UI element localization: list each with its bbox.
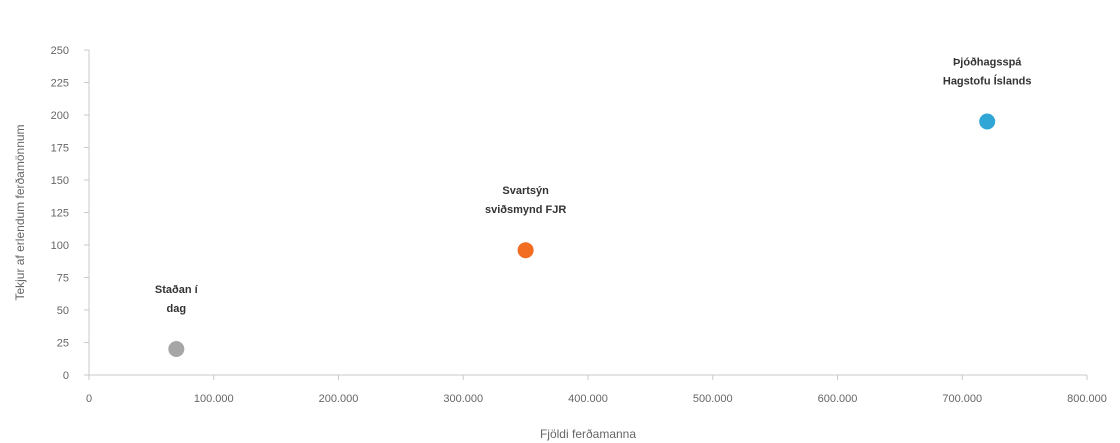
- y-tick-label: 150: [51, 175, 69, 187]
- data-points: Staðan í dag Svartsýn sviðsmynd FJR Þjóðhags…: [155, 57, 1032, 357]
- x-axis: 0 100.000 200.000 300.000 400.000 500.000 600.…: [86, 374, 1107, 405]
- data-point: [168, 341, 185, 357]
- x-tick-label: 600.000: [818, 393, 858, 405]
- data-label: Hagstofu Íslands: [943, 75, 1032, 88]
- x-tick-label: 200.000: [319, 393, 359, 405]
- data-label: dag: [167, 303, 187, 315]
- x-tick-label: 0: [86, 393, 92, 405]
- y-axis-title: Tekjur af erlendum ferðamönnum: [13, 124, 27, 300]
- data-point: [517, 242, 534, 259]
- y-tick-label: 125: [51, 208, 69, 220]
- y-tick-label: 25: [57, 338, 69, 350]
- data-label: Þjóðhagsspá: [953, 57, 1022, 69]
- y-axis: 0 25 50 75 100 125 150 175 200 225 250: [51, 45, 90, 382]
- x-tick-label: 400.000: [568, 393, 608, 405]
- y-tick-label: 100: [51, 240, 69, 252]
- x-tick-label: 500.000: [693, 393, 733, 405]
- y-tick-label: 250: [51, 45, 69, 57]
- x-tick-label: 100.000: [194, 393, 234, 405]
- y-tick-label: 200: [51, 110, 69, 122]
- y-tick-label: 175: [51, 143, 69, 155]
- y-tick-label: 75: [57, 273, 69, 285]
- data-label: sviðsmynd FJR: [485, 204, 566, 216]
- y-tick-label: 50: [57, 305, 69, 317]
- data-label: Svartsýn: [502, 185, 549, 197]
- x-tick-label: 300.000: [443, 393, 483, 405]
- x-tick-label: 800.000: [1067, 393, 1107, 405]
- y-tick-label: 225: [51, 78, 69, 90]
- y-tick-label: 0: [63, 370, 69, 382]
- data-label: Staðan í: [155, 284, 199, 296]
- x-tick-label: 700.000: [942, 393, 982, 405]
- x-axis-title: Fjöldi ferðamanna: [540, 427, 636, 441]
- data-point: [979, 113, 996, 130]
